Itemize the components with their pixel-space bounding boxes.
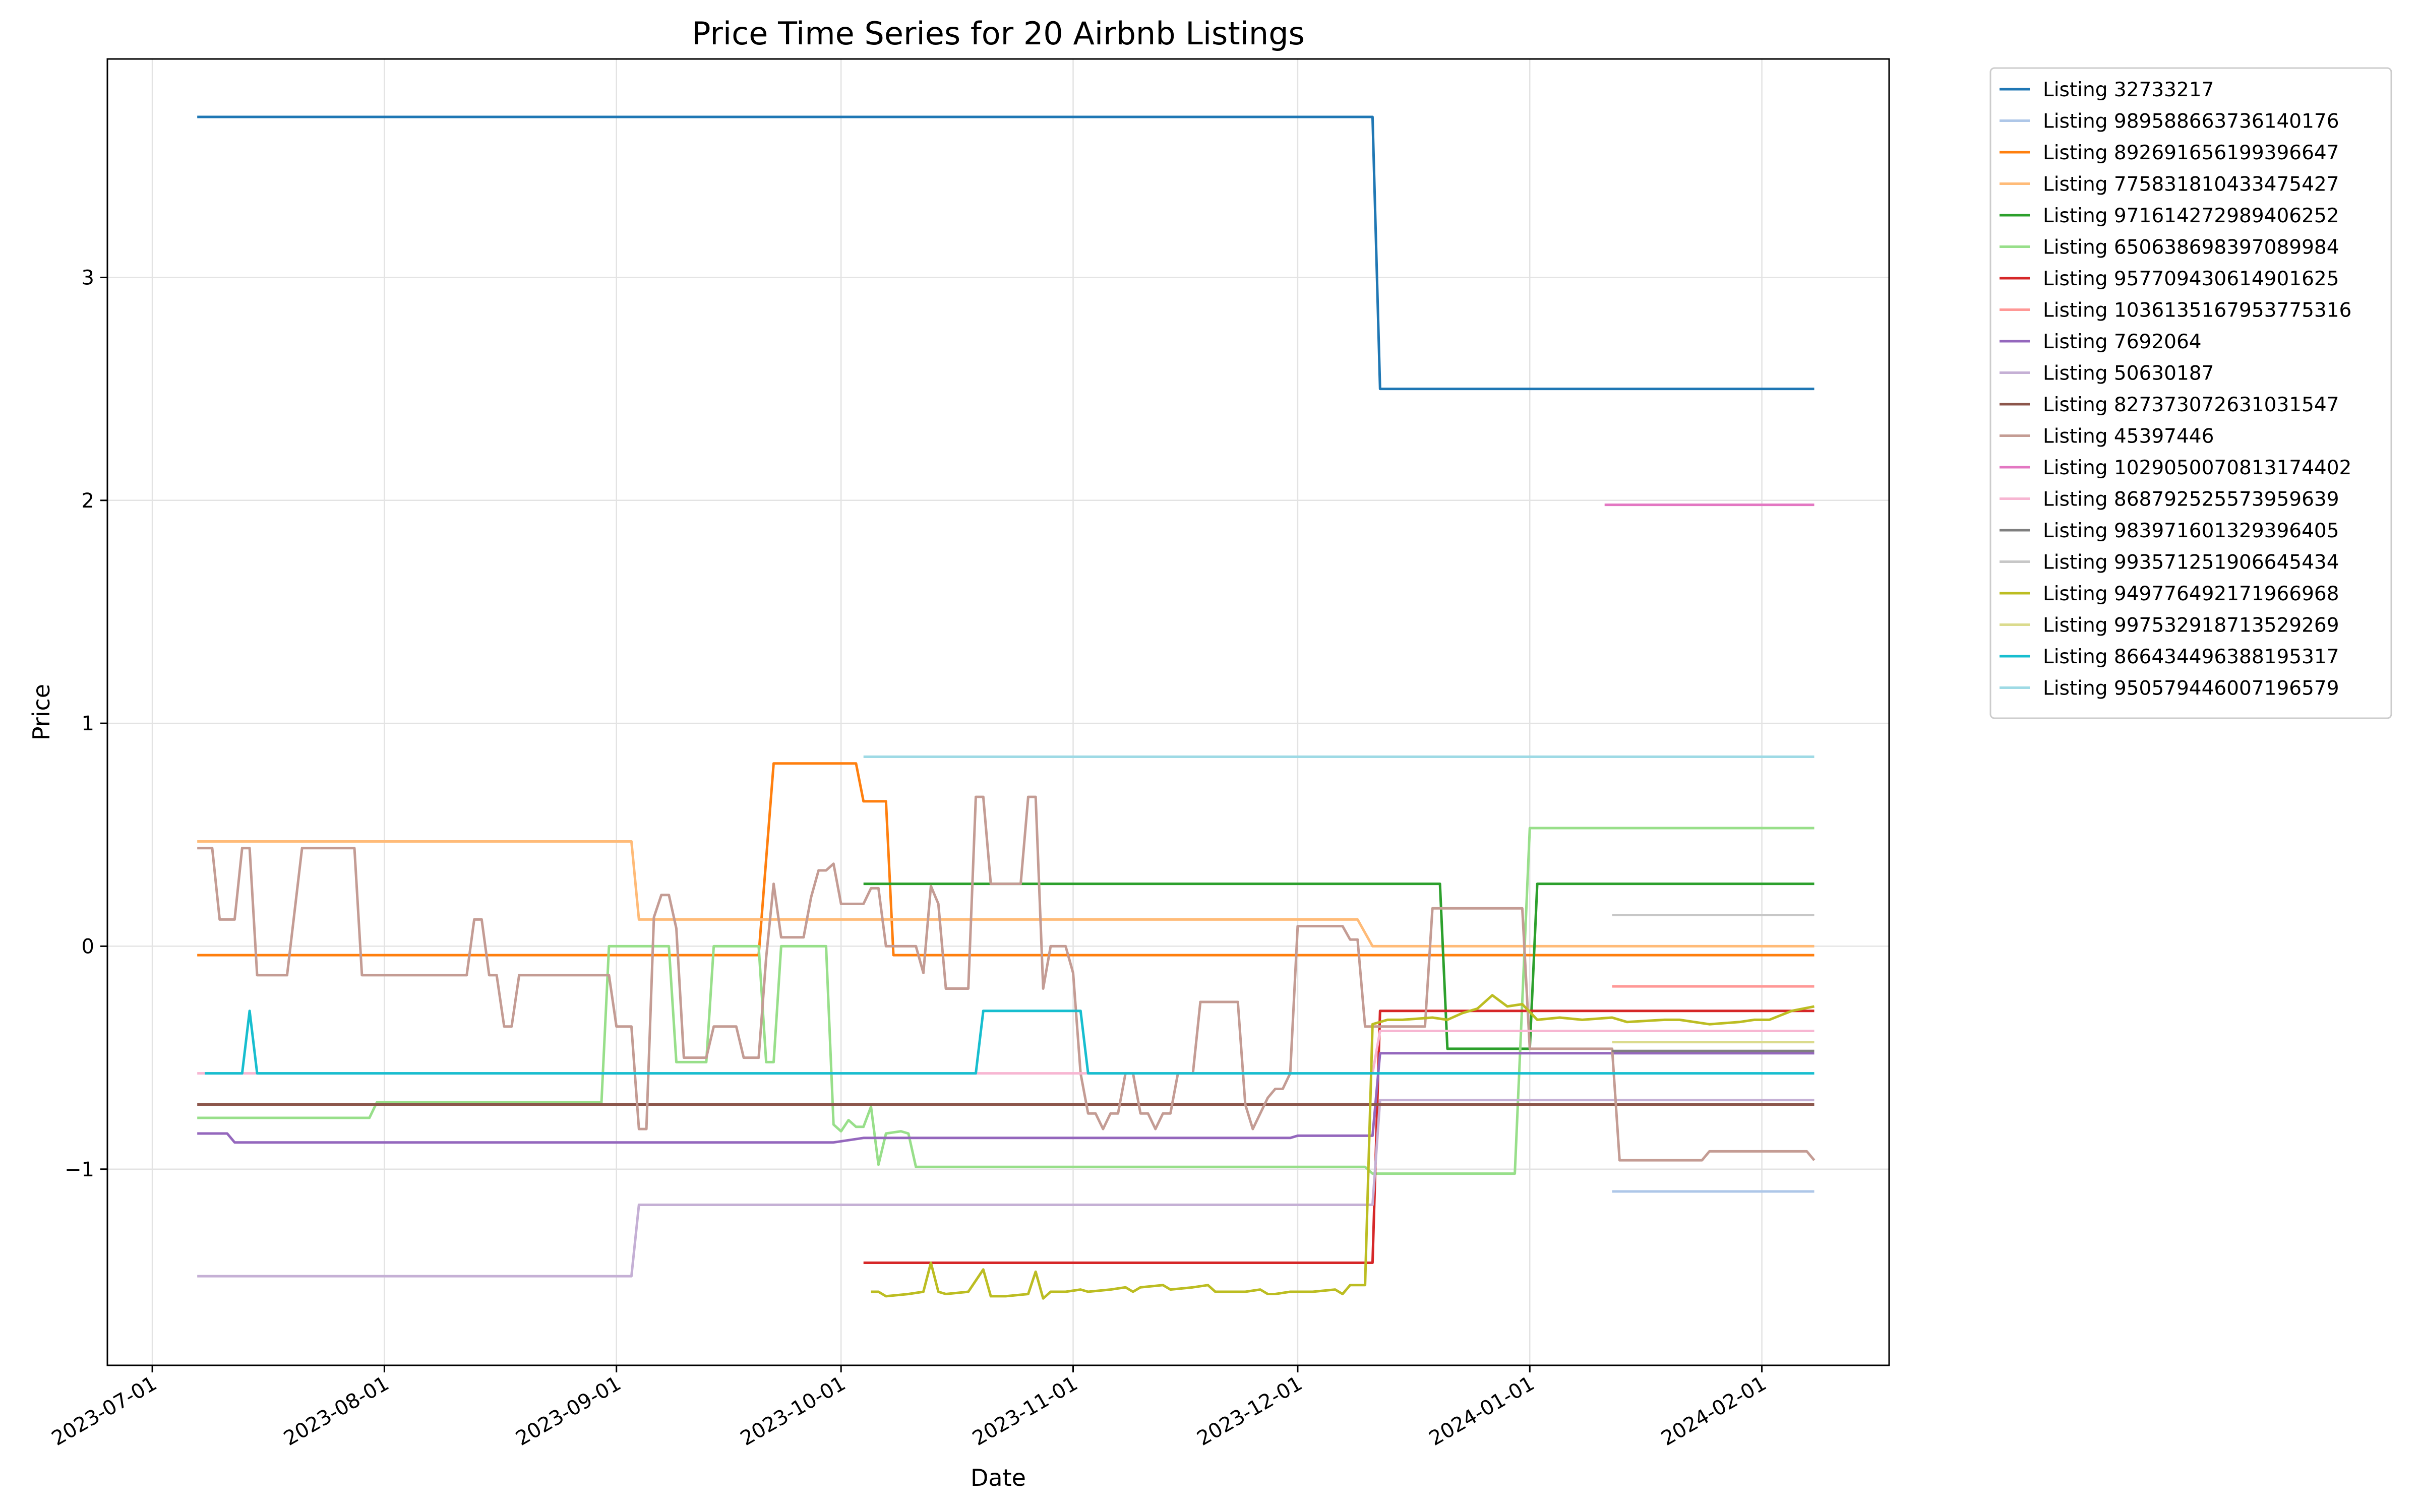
plot-frame [106,58,1890,1366]
legend-label: Listing 1036135167953775316 [2043,299,2351,322]
legend-label: Listing 868792525573959639 [2043,488,2339,511]
legend-label: Listing 650638698397089984 [2043,236,2339,259]
y-tick-label: 0 [82,935,94,958]
legend-label: Listing 892691656199396647 [2043,142,2339,164]
series-line-listing-866434496388195317 [205,1010,1814,1075]
series-line-listing-32733217 [197,115,1814,391]
legend-label: Listing 971614272989406252 [2043,205,2339,227]
y-axis-ticks: −1 0 1 2 3 [65,266,107,1181]
series-line-listing-775831810433475427 [197,840,1814,948]
legend-label: Listing 957709430614901625 [2043,268,2339,290]
y-axis-title: Price [28,684,55,740]
y-tick-label: 2 [82,489,94,513]
legend-label: Listing 50630187 [2043,362,2214,385]
y-tick-label: 3 [82,266,94,289]
legend-label: Listing 866434496388195317 [2043,646,2339,668]
series-line-listing-949776492171966968 [871,994,1814,1300]
legend-label: Listing 949776492171966968 [2043,583,2339,605]
legend-label: Listing 7692064 [2043,331,2202,353]
legend-label: Listing 775831810433475427 [2043,173,2339,196]
series-line-listing-50630187 [197,1099,1814,1278]
legend-label: Listing 1029050070813174402 [2043,457,2351,479]
y-tick-label: −1 [65,1158,94,1181]
y-tick-label: 1 [82,712,94,735]
legend-box [1989,67,2392,719]
legend-label: Listing 950579446007196579 [2043,677,2339,700]
legend-label: Listing 989588663736140176 [2043,110,2339,133]
series-lines [197,115,1816,1300]
legend: Listing 32733217 Listing 9895886637361401… [1989,67,2392,719]
legend-label: Listing 983971601329396405 [2043,520,2339,542]
legend-label: Listing 827373072631031547 [2043,394,2339,416]
series-line-listing-650638698397089984 [197,827,1814,1175]
series-line-listing-7692064 [197,1052,1814,1144]
legend-label: Listing 32733217 [2043,79,2214,101]
x-axis-title: Date [971,1464,1026,1491]
series-line-listing-971614272989406252 [863,883,1814,1050]
legend-label: Listing 997532918713529269 [2043,614,2339,637]
series-line-listing-892691656199396647 [197,762,1814,957]
legend-label: Listing 45397446 [2043,425,2214,448]
legend-label: Listing 993571251906645434 [2043,551,2339,574]
chart-title: Price Time Series for 20 Airbnb Listings [692,15,1305,52]
series-line-listing-45397446 [197,795,1816,1162]
